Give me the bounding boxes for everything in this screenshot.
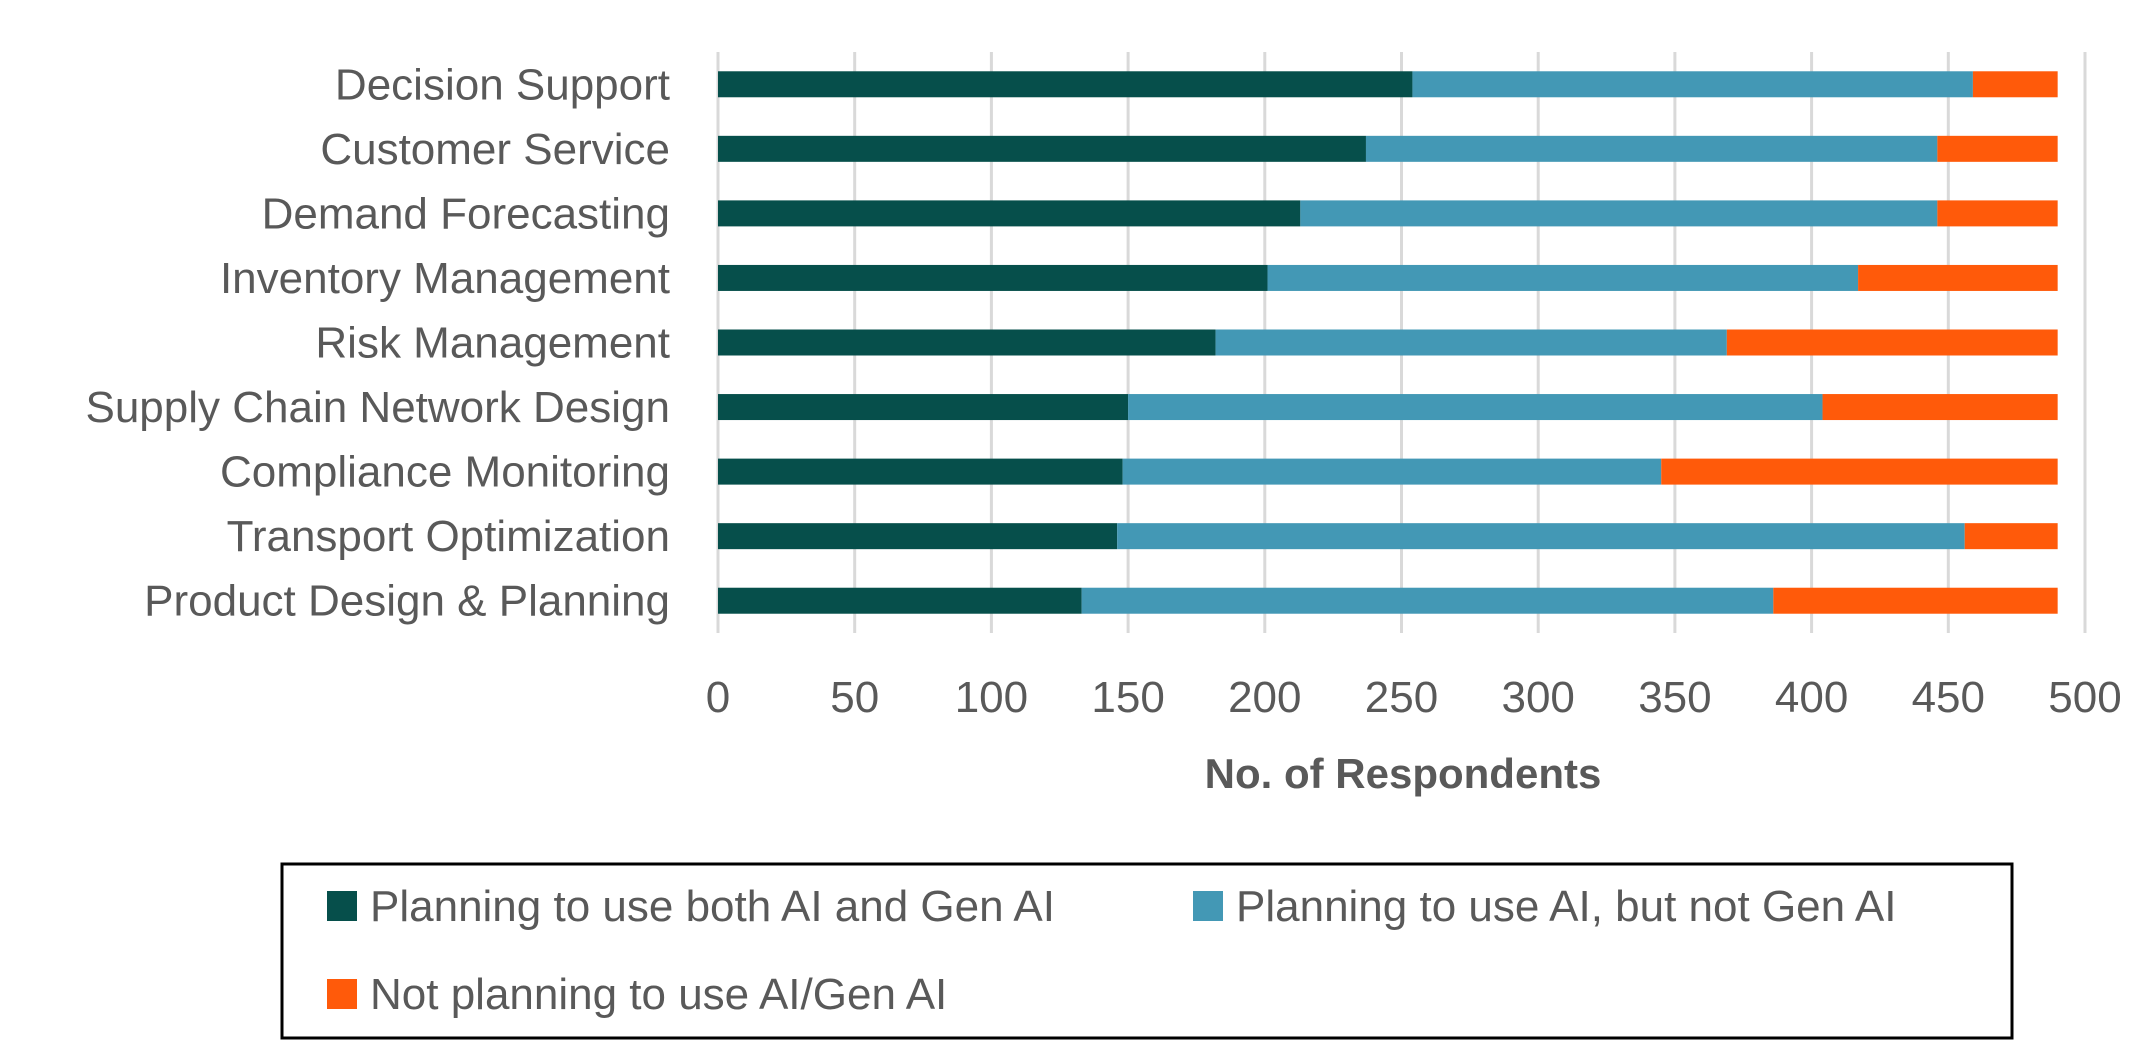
bar-segment — [1267, 264, 1859, 291]
bar-segment — [1081, 587, 1774, 614]
bar-segment — [1972, 71, 2058, 98]
bar-segment — [718, 587, 1082, 614]
x-tick-label: 400 — [1775, 673, 1848, 722]
bar-segment — [1661, 458, 2058, 485]
legend-swatch — [327, 979, 357, 1009]
legend-box — [280, 862, 2014, 1040]
category-label: Compliance Monitoring — [220, 448, 670, 497]
bar-segment — [1964, 523, 2058, 550]
x-tick-label: 350 — [1638, 673, 1711, 722]
bar-segment — [718, 329, 1216, 356]
x-axis-title: No. of Respondents — [1205, 750, 1602, 797]
bar-segment — [718, 200, 1301, 227]
legend-label: Planning to use both AI and Gen AI — [370, 882, 1055, 931]
category-label: Inventory Management — [220, 254, 670, 303]
bar-segment — [718, 394, 1129, 421]
x-tick-label: 250 — [1365, 673, 1438, 722]
bar-segment — [1128, 394, 1823, 421]
bar-segment — [1726, 329, 2058, 356]
bar-segment — [1122, 458, 1662, 485]
x-tick-labels: 0 50 100 150 200 250 300 350 400 450 500 — [706, 673, 2122, 722]
bar-segment — [1300, 200, 1938, 227]
bar-segment — [718, 71, 1413, 98]
bar-segment — [1937, 200, 2058, 227]
bar-segment — [1937, 135, 2058, 162]
category-label: Customer Service — [320, 125, 670, 174]
x-tick-label: 100 — [955, 673, 1028, 722]
x-tick-label: 50 — [830, 673, 879, 722]
legend: Planning to use both AI and Gen AI Planni… — [280, 862, 2014, 1040]
bar-segment — [1117, 523, 1965, 550]
legend-swatch — [327, 891, 357, 921]
legend-label: Not planning to use AI/Gen AI — [370, 970, 947, 1019]
bar-segment — [1858, 264, 2058, 291]
bar-segment — [718, 264, 1268, 291]
x-tick-label: 0 — [706, 673, 730, 722]
category-label: Product Design & Planning — [144, 577, 670, 626]
x-tick-label: 200 — [1228, 673, 1301, 722]
x-tick-label: 500 — [2048, 673, 2121, 722]
category-label: Risk Management — [315, 319, 670, 368]
bar-segment — [718, 135, 1366, 162]
x-tick-label: 450 — [1912, 673, 1985, 722]
x-tick-label: 300 — [1501, 673, 1574, 722]
bar-segment — [1215, 329, 1727, 356]
category-label: Transport Optimization — [227, 512, 670, 561]
bar-segment — [1365, 135, 1938, 162]
bars — [718, 71, 2058, 614]
bar-segment — [718, 523, 1118, 550]
category-label: Decision Support — [335, 60, 670, 109]
category-labels: Decision Support Customer Service Demand F… — [85, 60, 670, 625]
category-label: Demand Forecasting — [262, 189, 670, 238]
legend-label: Planning to use AI, but not Gen AI — [1236, 882, 1896, 931]
bar-segment — [718, 458, 1123, 485]
bar-segment — [1822, 394, 2058, 421]
category-label: Supply Chain Network Design — [85, 383, 670, 432]
x-tick-label: 150 — [1091, 673, 1164, 722]
bar-segment — [1412, 71, 1973, 98]
bar-segment — [1773, 587, 2058, 614]
legend-swatch — [1193, 891, 1223, 921]
